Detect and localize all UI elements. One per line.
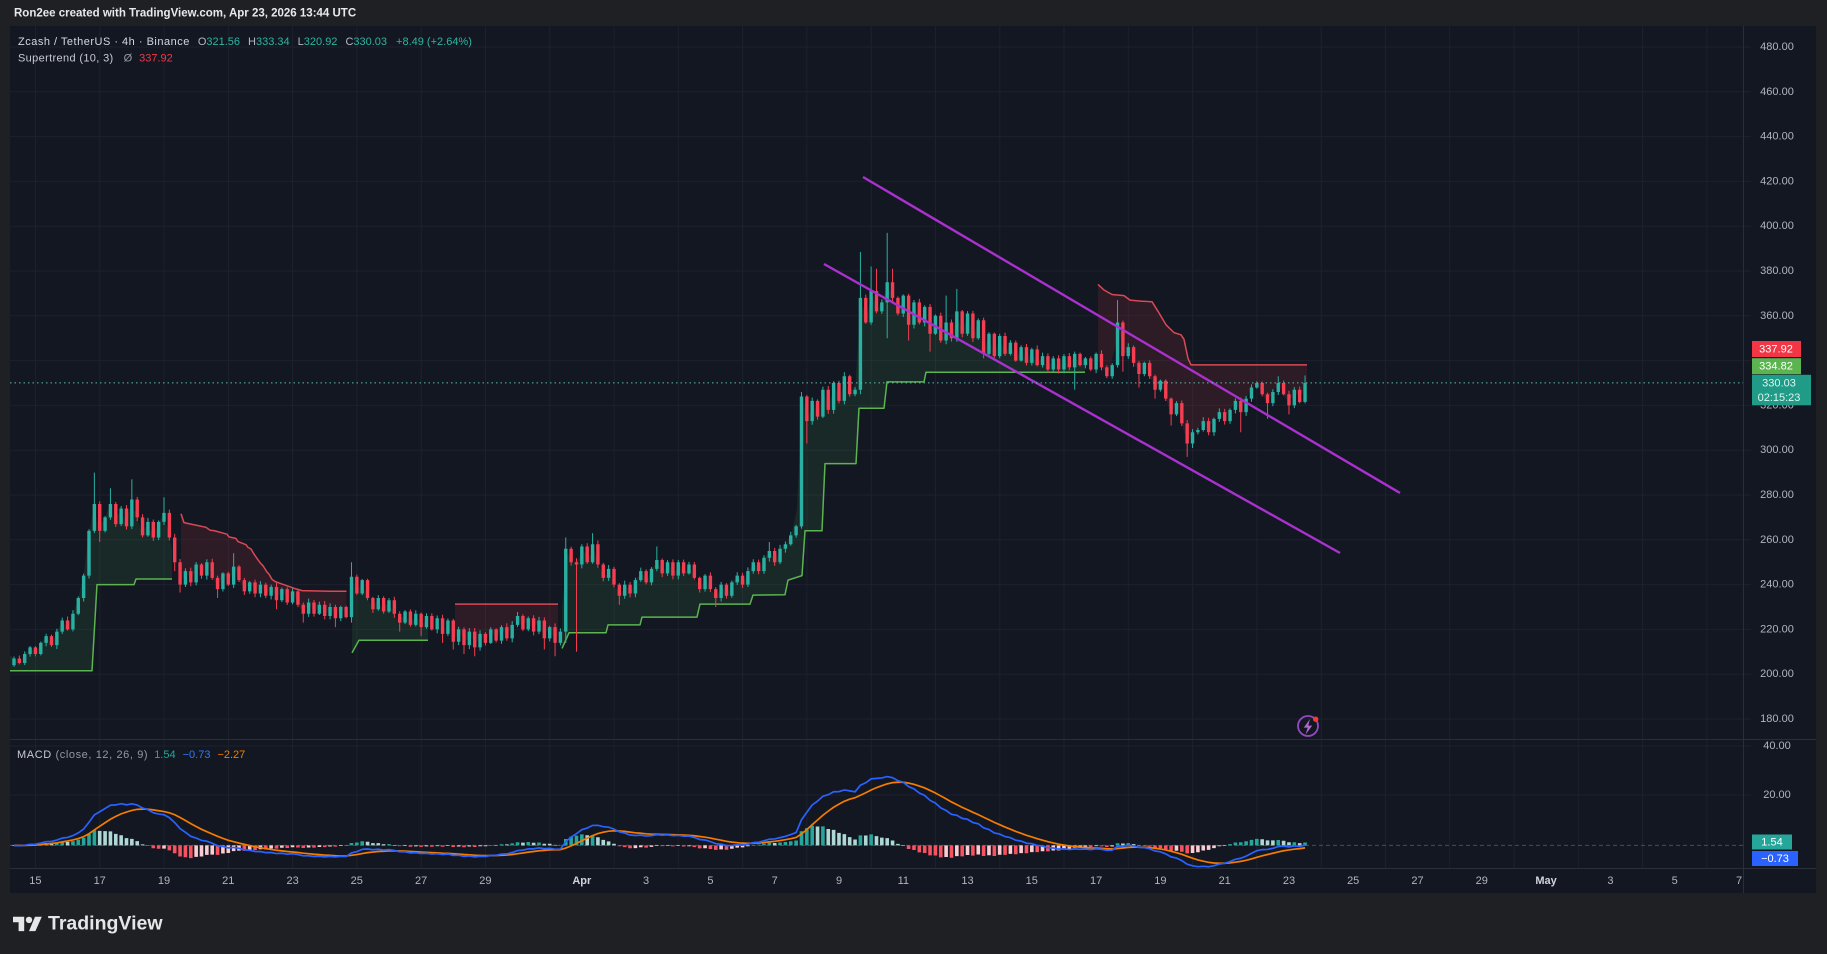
svg-text:−0.73: −0.73 xyxy=(1761,853,1789,865)
svg-text:Apr: Apr xyxy=(572,875,592,887)
svg-text:17: 17 xyxy=(94,875,106,887)
svg-text:5: 5 xyxy=(1672,875,1678,887)
svg-text:7: 7 xyxy=(772,875,778,887)
svg-text:May: May xyxy=(1535,875,1557,887)
svg-text:21: 21 xyxy=(222,875,234,887)
svg-text:220.00: 220.00 xyxy=(1760,623,1794,635)
svg-text:400.00: 400.00 xyxy=(1760,220,1794,232)
svg-text:3: 3 xyxy=(643,875,649,887)
svg-text:420.00: 420.00 xyxy=(1760,175,1794,187)
svg-text:180.00: 180.00 xyxy=(1760,713,1794,725)
svg-text:334.82: 334.82 xyxy=(1759,361,1793,373)
svg-text:23: 23 xyxy=(1283,875,1295,887)
svg-text:40.00: 40.00 xyxy=(1763,740,1791,752)
svg-text:330.03: 330.03 xyxy=(1762,377,1796,389)
svg-text:13: 13 xyxy=(961,875,973,887)
svg-text:337.92: 337.92 xyxy=(1759,344,1793,356)
svg-text:MACD (close, 12, 26, 9)1.54−0.: MACD (close, 12, 26, 9) 1.54 −0.73 −2.27 xyxy=(17,749,245,761)
svg-text:19: 19 xyxy=(1154,875,1166,887)
svg-text:15: 15 xyxy=(29,875,41,887)
svg-text:1.54: 1.54 xyxy=(1761,837,1782,849)
svg-text:27: 27 xyxy=(415,875,427,887)
svg-text:Ron2ee created with TradingVie: Ron2ee created with TradingView.com, Apr… xyxy=(14,8,356,20)
svg-text:11: 11 xyxy=(898,875,909,887)
svg-text:380.00: 380.00 xyxy=(1760,265,1794,277)
svg-text:29: 29 xyxy=(479,875,491,887)
svg-text:25: 25 xyxy=(1347,875,1359,887)
svg-text:9: 9 xyxy=(836,875,842,887)
svg-text:27: 27 xyxy=(1411,875,1423,887)
svg-text:29: 29 xyxy=(1476,875,1488,887)
svg-text:17: 17 xyxy=(1090,875,1102,887)
svg-text:02:15:23: 02:15:23 xyxy=(1758,392,1801,404)
svg-text:15: 15 xyxy=(1026,875,1038,887)
svg-text:7: 7 xyxy=(1736,875,1742,887)
svg-text:240.00: 240.00 xyxy=(1760,579,1794,591)
svg-text:300.00: 300.00 xyxy=(1760,444,1794,456)
svg-text:260.00: 260.00 xyxy=(1760,534,1794,546)
svg-text:TradingView: TradingView xyxy=(48,913,163,935)
svg-text:25: 25 xyxy=(351,875,363,887)
svg-text:Zcash / TetherUS · 4h · Binanc: Zcash / TetherUS · 4h · Binance O321.56 H3… xyxy=(18,36,472,48)
svg-text:23: 23 xyxy=(286,875,298,887)
svg-text:460.00: 460.00 xyxy=(1760,86,1794,98)
svg-text:480.00: 480.00 xyxy=(1760,41,1794,53)
svg-text:440.00: 440.00 xyxy=(1760,131,1794,143)
svg-text:280.00: 280.00 xyxy=(1760,489,1794,501)
svg-text:21: 21 xyxy=(1219,875,1231,887)
svg-text:200.00: 200.00 xyxy=(1760,668,1794,680)
svg-text:19: 19 xyxy=(158,875,170,887)
svg-text:5: 5 xyxy=(707,875,713,887)
svg-text:360.00: 360.00 xyxy=(1760,310,1794,322)
svg-text:3: 3 xyxy=(1607,875,1613,887)
svg-text:20.00: 20.00 xyxy=(1763,789,1791,801)
